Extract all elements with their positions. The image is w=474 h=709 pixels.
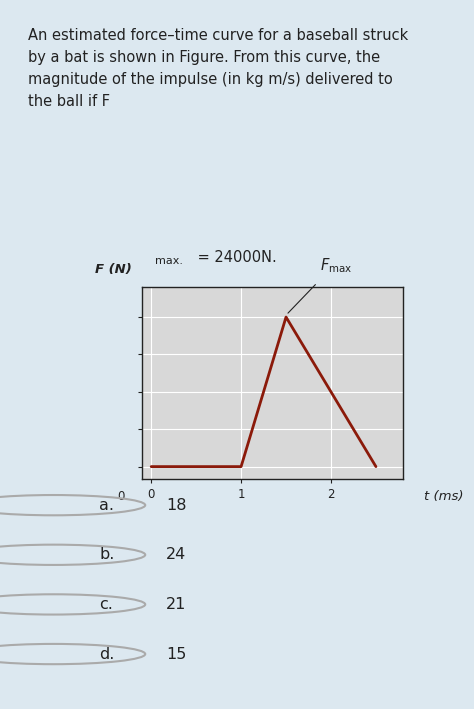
Text: 0: 0 [118, 490, 125, 503]
Text: F (N): F (N) [95, 262, 132, 276]
Text: 24: 24 [166, 547, 186, 562]
Text: $\mathit{F}_{\mathregular{max}}$: $\mathit{F}_{\mathregular{max}}$ [320, 256, 352, 275]
Text: t (ms): t (ms) [424, 490, 463, 503]
Text: An estimated force–time curve for a baseball struck
by a bat is shown in Figure.: An estimated force–time curve for a base… [28, 28, 409, 109]
Text: = 24000N.: = 24000N. [193, 250, 277, 264]
Text: b.: b. [100, 547, 115, 562]
Text: d.: d. [100, 647, 115, 661]
Text: a.: a. [100, 498, 114, 513]
Text: 15: 15 [166, 647, 186, 661]
Text: max.: max. [155, 256, 183, 266]
Text: 21: 21 [166, 597, 186, 612]
Text: c.: c. [100, 597, 113, 612]
Text: 18: 18 [166, 498, 187, 513]
